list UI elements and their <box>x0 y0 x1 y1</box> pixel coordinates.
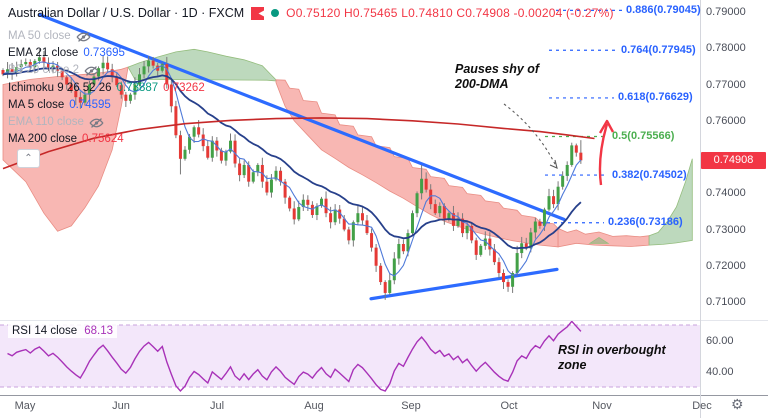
indicator-value: 0.73887 <box>116 81 159 94</box>
fib-label-0.236: 0.236(0.73186) <box>608 216 683 229</box>
price-axis-label: 0.78000 <box>706 42 746 55</box>
dashed-pointer-arrow[interactable] <box>503 103 558 169</box>
trendline-drawings[interactable] <box>38 13 566 301</box>
month-label-oct: Oct <box>500 400 518 412</box>
month-label-sep: Sep <box>401 400 421 412</box>
broker-logo-icon <box>251 6 265 20</box>
annotation-rsi-overbought: RSI in overbought zone <box>558 343 666 372</box>
fib-label-0.886: 0.886(0.79045) <box>626 3 701 16</box>
ma-200-line <box>2 117 595 170</box>
fib-label-0.382: 0.382(0.74502) <box>612 168 687 181</box>
ichimoku-cloud <box>2 48 693 248</box>
indicator-label: EMA 110 close <box>8 116 84 128</box>
month-label-jul: Jul <box>209 400 225 412</box>
market-status-dot <box>271 9 280 17</box>
price-axis-label: 0.76000 <box>706 114 746 127</box>
indicator-value: 0.74595 <box>69 98 111 111</box>
indicator-value: 0.73262 <box>163 81 205 94</box>
legend-collapse-button[interactable]: ⌃ <box>17 149 40 168</box>
visibility-off-icon[interactable] <box>84 65 99 77</box>
visibility-off-icon[interactable] <box>89 117 104 129</box>
candles <box>1 48 583 300</box>
rsi-axis-label: 40.00 <box>706 365 734 378</box>
indicator-row-ema-110-close[interactable]: EMA 110 close <box>8 115 104 130</box>
indicator-row-ma-200-close[interactable]: MA 200 close 0.75624 <box>8 132 124 147</box>
month-label-nov: Nov <box>592 400 612 412</box>
fib-level-lines[interactable] <box>540 9 622 224</box>
rsi-value: 68.13 <box>84 324 113 337</box>
ohlc-values: O0.75120 H0.75465 L0.74810 C0.74908 -0.0… <box>286 6 614 20</box>
indicator-label: EMA 21 close <box>8 47 79 60</box>
fib-label-0.5: 0.5(0.75566) <box>612 129 675 142</box>
support-trendline[interactable] <box>369 267 559 301</box>
indicator-row-bb-20-close-2[interactable]: BB 20 close 2 <box>8 63 99 78</box>
last-price-badge: 0.74908 <box>701 151 766 169</box>
price-axis-label: 0.71000 <box>706 296 746 308</box>
symbol-title[interactable]: Australian Dollar / U.S. Dollar · 1D · F… <box>8 6 245 20</box>
indicator-label: Ichimoku 9 26 52 26 <box>8 81 112 94</box>
fib-label-0.764: 0.764(0.77945) <box>621 43 696 56</box>
indicator-label: MA 50 close <box>8 30 71 42</box>
annotation-pauses-200dma: Pauses shy of 200-DMA <box>455 62 540 91</box>
price-axis-label: 0.74000 <box>706 187 746 200</box>
symbol-header: Australian Dollar / U.S. Dollar · 1D · F… <box>8 4 614 22</box>
rsi-legend[interactable]: RSI 14 close 68.13 <box>8 323 117 338</box>
indicator-row-ma-5-close[interactable]: MA 5 close 0.74595 <box>8 98 111 113</box>
price-axis-label: 0.79000 <box>706 6 746 18</box>
month-label-jun: Jun <box>112 400 130 412</box>
month-label-may: May <box>14 400 36 412</box>
indicator-label: MA 200 close <box>8 133 78 146</box>
month-label-dec: Dec <box>692 400 712 412</box>
indicator-row-ma-50-close[interactable]: MA 50 close <box>8 29 91 44</box>
indicator-label: MA 5 close <box>8 98 65 111</box>
price-axis-label: 0.77000 <box>706 78 746 91</box>
red-up-arrow[interactable] <box>598 119 615 186</box>
ma-5-line <box>2 61 582 277</box>
rsi-axis-label: 60.00 <box>706 334 734 347</box>
price-axis-label: 0.73000 <box>706 223 746 236</box>
ema-21-line <box>2 67 582 250</box>
indicator-label: BB 20 close 2 <box>8 64 79 77</box>
rsi-label: RSI 14 close <box>12 324 78 337</box>
rsi-line <box>7 320 582 393</box>
fib-label-0.618: 0.618(0.76629) <box>618 91 693 104</box>
settings-gear-icon[interactable]: ⚙ <box>731 396 744 412</box>
indicator-value: 0.75624 <box>82 133 124 146</box>
indicator-row-ichimoku-9-26-52-26[interactable]: Ichimoku 9 26 52 26 0.73887 0.73262 <box>8 81 205 96</box>
indicator-value: 0.73695 <box>83 47 125 60</box>
downtrend-line[interactable] <box>38 13 566 221</box>
visibility-off-icon[interactable] <box>76 31 91 43</box>
indicator-row-ema-21-close[interactable]: EMA 21 close 0.73695 <box>8 46 125 61</box>
price-axis-label: 0.72000 <box>706 259 746 272</box>
month-label-aug: Aug <box>304 400 324 412</box>
